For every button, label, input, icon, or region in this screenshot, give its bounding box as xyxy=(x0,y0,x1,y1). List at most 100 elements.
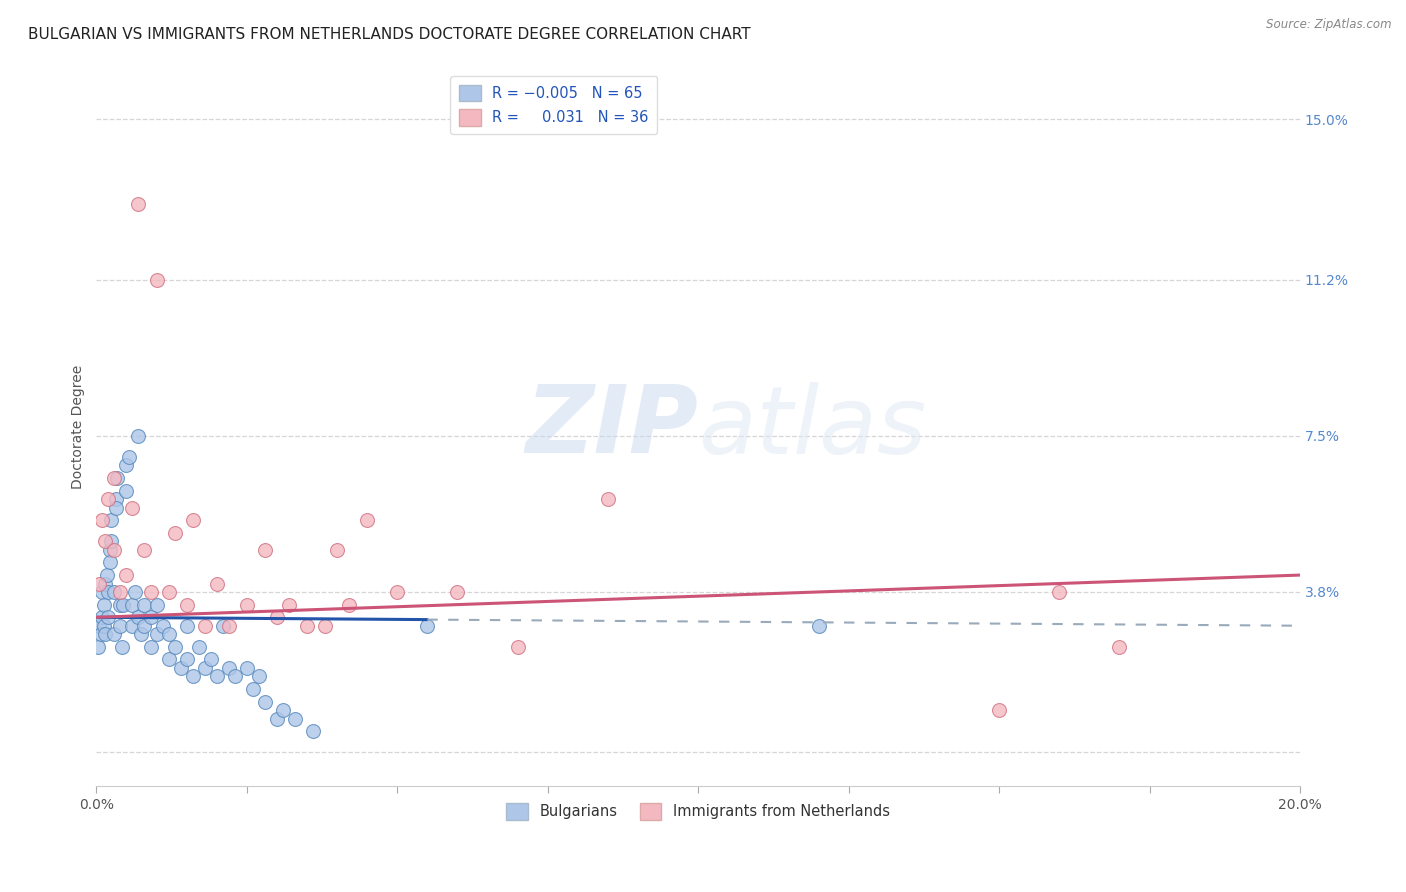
Text: BULGARIAN VS IMMIGRANTS FROM NETHERLANDS DOCTORATE DEGREE CORRELATION CHART: BULGARIAN VS IMMIGRANTS FROM NETHERLANDS… xyxy=(28,27,751,42)
Point xyxy=(131,627,153,641)
Point xyxy=(127,196,149,211)
Point xyxy=(181,513,204,527)
Point xyxy=(176,652,198,666)
Point xyxy=(139,585,162,599)
Point xyxy=(110,598,132,612)
Point xyxy=(134,542,156,557)
Point xyxy=(205,669,228,683)
Point xyxy=(253,542,276,557)
Point xyxy=(105,500,128,515)
Point xyxy=(110,585,132,599)
Point xyxy=(596,492,619,507)
Point xyxy=(103,627,125,641)
Point xyxy=(163,640,186,654)
Point xyxy=(224,669,246,683)
Point xyxy=(90,627,112,641)
Point xyxy=(145,272,167,286)
Point xyxy=(139,640,162,654)
Point xyxy=(242,681,264,696)
Point xyxy=(124,585,146,599)
Point xyxy=(118,450,141,464)
Point xyxy=(112,598,135,612)
Point xyxy=(181,669,204,683)
Point xyxy=(266,712,288,726)
Point xyxy=(157,627,180,641)
Point xyxy=(152,618,174,632)
Point xyxy=(94,627,117,641)
Point xyxy=(97,585,120,599)
Point xyxy=(194,661,217,675)
Point xyxy=(127,610,149,624)
Point xyxy=(98,542,121,557)
Point xyxy=(200,652,222,666)
Point xyxy=(506,640,529,654)
Point xyxy=(187,640,209,654)
Point xyxy=(1108,640,1130,654)
Point xyxy=(337,598,360,612)
Point xyxy=(253,695,276,709)
Point xyxy=(115,483,138,498)
Point xyxy=(134,598,156,612)
Point xyxy=(807,618,830,632)
Point xyxy=(416,618,439,632)
Point xyxy=(96,568,118,582)
Point xyxy=(91,513,114,527)
Point xyxy=(295,618,318,632)
Point xyxy=(356,513,378,527)
Text: atlas: atlas xyxy=(699,382,927,473)
Point xyxy=(277,598,299,612)
Point xyxy=(104,492,127,507)
Point xyxy=(988,703,1011,717)
Point xyxy=(121,598,143,612)
Point xyxy=(145,627,167,641)
Point xyxy=(127,429,149,443)
Point xyxy=(111,640,134,654)
Point xyxy=(157,652,180,666)
Point xyxy=(97,610,120,624)
Point xyxy=(205,576,228,591)
Point xyxy=(97,492,120,507)
Point xyxy=(103,585,125,599)
Point xyxy=(94,576,117,591)
Point xyxy=(98,555,121,569)
Point xyxy=(115,568,138,582)
Point xyxy=(236,661,259,675)
Point xyxy=(284,712,307,726)
Point xyxy=(446,585,468,599)
Point xyxy=(134,618,156,632)
Point xyxy=(103,471,125,485)
Point xyxy=(314,618,336,632)
Point xyxy=(121,618,143,632)
Point xyxy=(94,534,117,549)
Point xyxy=(121,500,143,515)
Point xyxy=(91,610,114,624)
Point xyxy=(91,585,114,599)
Legend: Bulgarians, Immigrants from Netherlands: Bulgarians, Immigrants from Netherlands xyxy=(501,797,896,825)
Text: ZIP: ZIP xyxy=(526,381,699,474)
Point xyxy=(93,618,115,632)
Point xyxy=(247,669,270,683)
Point xyxy=(218,618,240,632)
Point xyxy=(266,610,288,624)
Point xyxy=(100,534,122,549)
Point xyxy=(236,598,259,612)
Point xyxy=(387,585,409,599)
Point xyxy=(218,661,240,675)
Point xyxy=(169,661,191,675)
Y-axis label: Doctorate Degree: Doctorate Degree xyxy=(72,365,86,490)
Point xyxy=(302,724,325,739)
Point xyxy=(103,542,125,557)
Point xyxy=(115,458,138,473)
Point xyxy=(145,598,167,612)
Point xyxy=(176,598,198,612)
Point xyxy=(1047,585,1070,599)
Point xyxy=(271,703,294,717)
Point xyxy=(110,618,132,632)
Point xyxy=(89,576,111,591)
Point xyxy=(326,542,349,557)
Point xyxy=(194,618,217,632)
Point xyxy=(157,585,180,599)
Point xyxy=(107,471,129,485)
Point xyxy=(87,640,110,654)
Point xyxy=(100,513,122,527)
